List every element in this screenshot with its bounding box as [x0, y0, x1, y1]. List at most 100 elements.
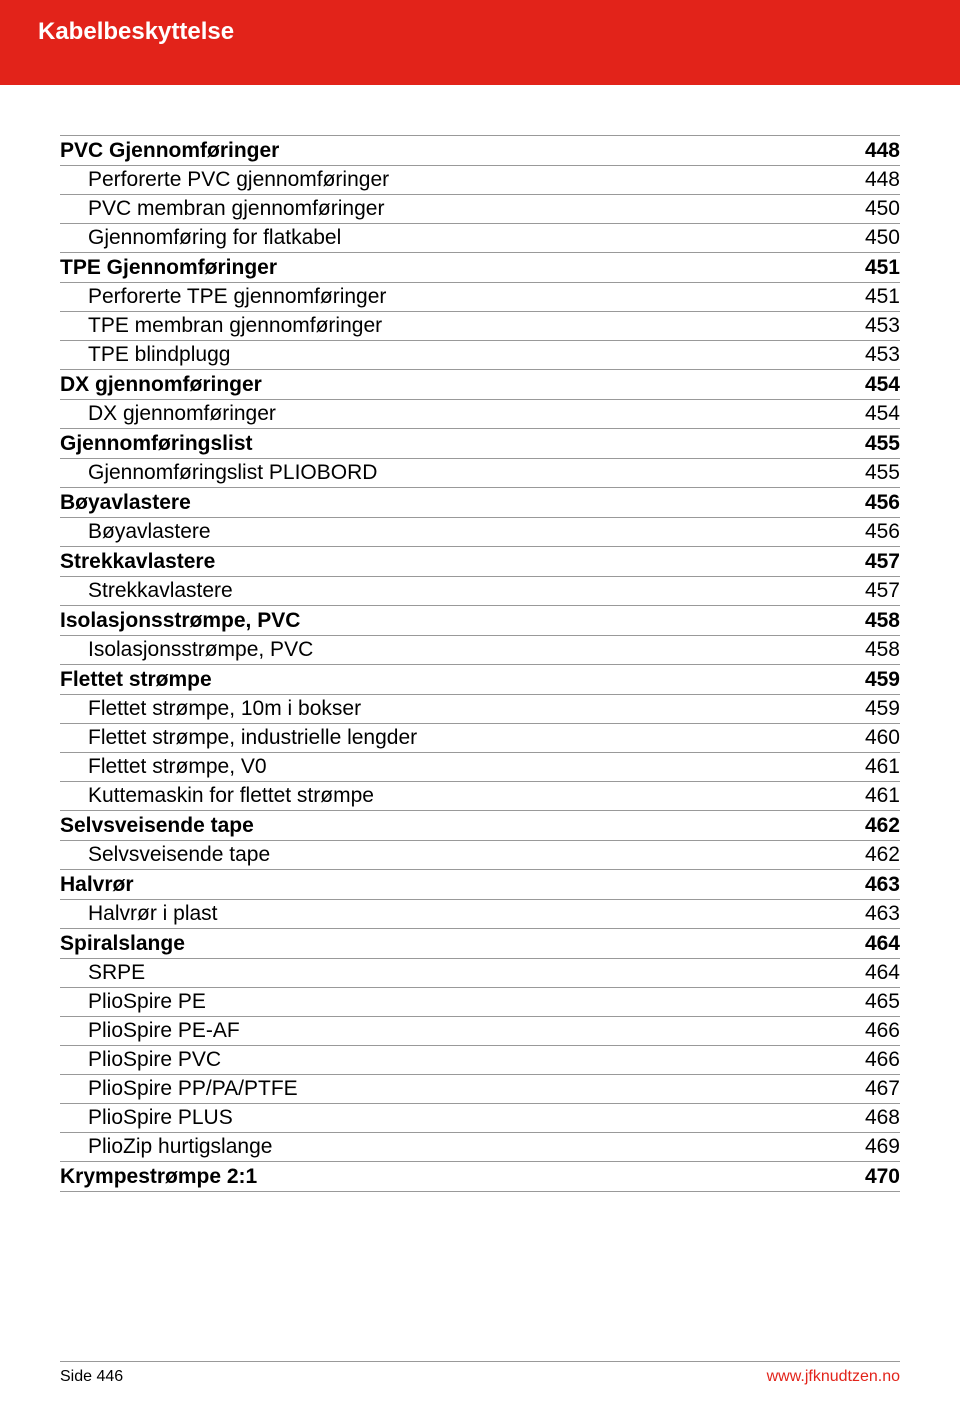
toc-page: 466 [850, 1019, 900, 1043]
toc-label: Spiralslange [60, 932, 850, 956]
footer-url: www.jfknudtzen.no [767, 1368, 900, 1386]
toc-label: Bøyavlastere [60, 491, 850, 515]
toc-sub-row: Isolasjonsstrømpe, PVC458 [60, 636, 900, 665]
toc-label: PVC Gjennomføringer [60, 139, 850, 163]
toc-label: Gjennomføringslist [60, 432, 850, 456]
toc-label: Selvsveisende tape [88, 843, 850, 867]
toc-page: 455 [850, 432, 900, 456]
toc-page: 464 [850, 961, 900, 985]
toc-sub-row: PlioSpire PE-AF466 [60, 1017, 900, 1046]
toc-label: TPE blindplugg [88, 343, 850, 367]
toc-label: Gjennomføring for flatkabel [88, 226, 850, 250]
toc-sub-row: PlioSpire PE465 [60, 988, 900, 1017]
toc-page: 448 [850, 168, 900, 192]
toc-page: 459 [850, 697, 900, 721]
toc-section-row: Spiralslange464 [60, 929, 900, 959]
toc-label: SRPE [88, 961, 850, 985]
toc-sub-row: Gjennomføring for flatkabel450 [60, 224, 900, 253]
toc-page: 461 [850, 784, 900, 808]
toc-sub-row: PlioSpire PVC466 [60, 1046, 900, 1075]
toc-page: 468 [850, 1106, 900, 1130]
toc-label: Flettet strømpe, industrielle lengder [88, 726, 850, 750]
toc-section-row: DX gjennomføringer454 [60, 370, 900, 400]
toc-page: 462 [850, 814, 900, 838]
toc-sub-row: TPE blindplugg453 [60, 341, 900, 370]
toc-page: 451 [850, 256, 900, 280]
toc-sub-row: PVC membran gjennomføringer450 [60, 195, 900, 224]
toc-page: 461 [850, 755, 900, 779]
toc-page: 469 [850, 1135, 900, 1159]
toc-label: Gjennomføringslist PLIOBORD [88, 461, 850, 485]
toc-page: 450 [850, 197, 900, 221]
toc-page: 466 [850, 1048, 900, 1072]
toc-page: 457 [850, 550, 900, 574]
toc-page: 458 [850, 638, 900, 662]
page-footer: Side 446 www.jfknudtzen.no [60, 1361, 900, 1386]
toc-section-row: TPE Gjennomføringer451 [60, 253, 900, 283]
toc-page: 463 [850, 873, 900, 897]
toc-section-row: Selvsveisende tape462 [60, 811, 900, 841]
toc-page: 460 [850, 726, 900, 750]
toc-sub-row: Gjennomføringslist PLIOBORD455 [60, 459, 900, 488]
toc-label: PVC membran gjennomføringer [88, 197, 850, 221]
toc-label: PlioSpire PVC [88, 1048, 850, 1072]
toc-page: 453 [850, 314, 900, 338]
toc-sub-row: PlioSpire PP/PA/PTFE467 [60, 1075, 900, 1104]
toc-sub-row: Flettet strømpe, 10m i bokser459 [60, 695, 900, 724]
footer-page-number: Side 446 [60, 1368, 123, 1386]
page-title: Kabelbeskyttelse [38, 18, 922, 46]
toc-section-row: Bøyavlastere456 [60, 488, 900, 518]
toc-sub-row: Perforerte TPE gjennomføringer451 [60, 283, 900, 312]
toc-label: TPE membran gjennomføringer [88, 314, 850, 338]
toc-section-row: Strekkavlastere457 [60, 547, 900, 577]
toc-section-row: Gjennomføringslist455 [60, 429, 900, 459]
toc-page: 456 [850, 520, 900, 544]
toc-page: 457 [850, 579, 900, 603]
toc-sub-row: PlioSpire PLUS468 [60, 1104, 900, 1133]
toc-sub-row: DX gjennomføringer454 [60, 400, 900, 429]
toc-label: Bøyavlastere [88, 520, 850, 544]
toc-sub-row: TPE membran gjennomføringer453 [60, 312, 900, 341]
toc-sub-row: Strekkavlastere457 [60, 577, 900, 606]
toc-section-row: Isolasjonsstrømpe, PVC458 [60, 606, 900, 636]
toc-content: PVC Gjennomføringer448Perforerte PVC gje… [0, 85, 960, 1192]
toc-label: TPE Gjennomføringer [60, 256, 850, 280]
toc-sub-row: PlioZip hurtigslange469 [60, 1133, 900, 1162]
toc-page: 454 [850, 402, 900, 426]
toc-sub-row: Flettet strømpe, V0461 [60, 753, 900, 782]
toc-section-row: Halvrør463 [60, 870, 900, 900]
page-header: Kabelbeskyttelse [0, 0, 960, 85]
toc-page: 463 [850, 902, 900, 926]
toc-label: Perforerte PVC gjennomføringer [88, 168, 850, 192]
toc-page: 467 [850, 1077, 900, 1101]
toc-page: 470 [850, 1165, 900, 1189]
toc-label: Flettet strømpe [60, 668, 850, 692]
toc-sub-row: Kuttemaskin for flettet strømpe461 [60, 782, 900, 811]
toc-label: DX gjennomføringer [60, 373, 850, 397]
toc-sub-row: Bøyavlastere456 [60, 518, 900, 547]
toc-label: Flettet strømpe, 10m i bokser [88, 697, 850, 721]
toc-page: 450 [850, 226, 900, 250]
toc-page: 456 [850, 491, 900, 515]
toc-label: PlioSpire PE-AF [88, 1019, 850, 1043]
toc-page: 453 [850, 343, 900, 367]
toc-page: 464 [850, 932, 900, 956]
toc-page: 462 [850, 843, 900, 867]
toc-label: Selvsveisende tape [60, 814, 850, 838]
toc-label: Isolasjonsstrømpe, PVC [60, 609, 850, 633]
toc-sub-row: SRPE464 [60, 959, 900, 988]
toc-sub-row: Flettet strømpe, industrielle lengder460 [60, 724, 900, 753]
toc-label: DX gjennomføringer [88, 402, 850, 426]
toc-label: Isolasjonsstrømpe, PVC [88, 638, 850, 662]
toc-label: Halvrør i plast [88, 902, 850, 926]
toc-sub-row: Perforerte PVC gjennomføringer448 [60, 166, 900, 195]
toc-page: 458 [850, 609, 900, 633]
toc-label: PlioZip hurtigslange [88, 1135, 850, 1159]
toc-page: 448 [850, 139, 900, 163]
toc-page: 459 [850, 668, 900, 692]
toc-page: 465 [850, 990, 900, 1014]
toc-label: Kuttemaskin for flettet strømpe [88, 784, 850, 808]
toc-page: 454 [850, 373, 900, 397]
toc-section-row: PVC Gjennomføringer448 [60, 135, 900, 166]
toc-label: Strekkavlastere [60, 550, 850, 574]
